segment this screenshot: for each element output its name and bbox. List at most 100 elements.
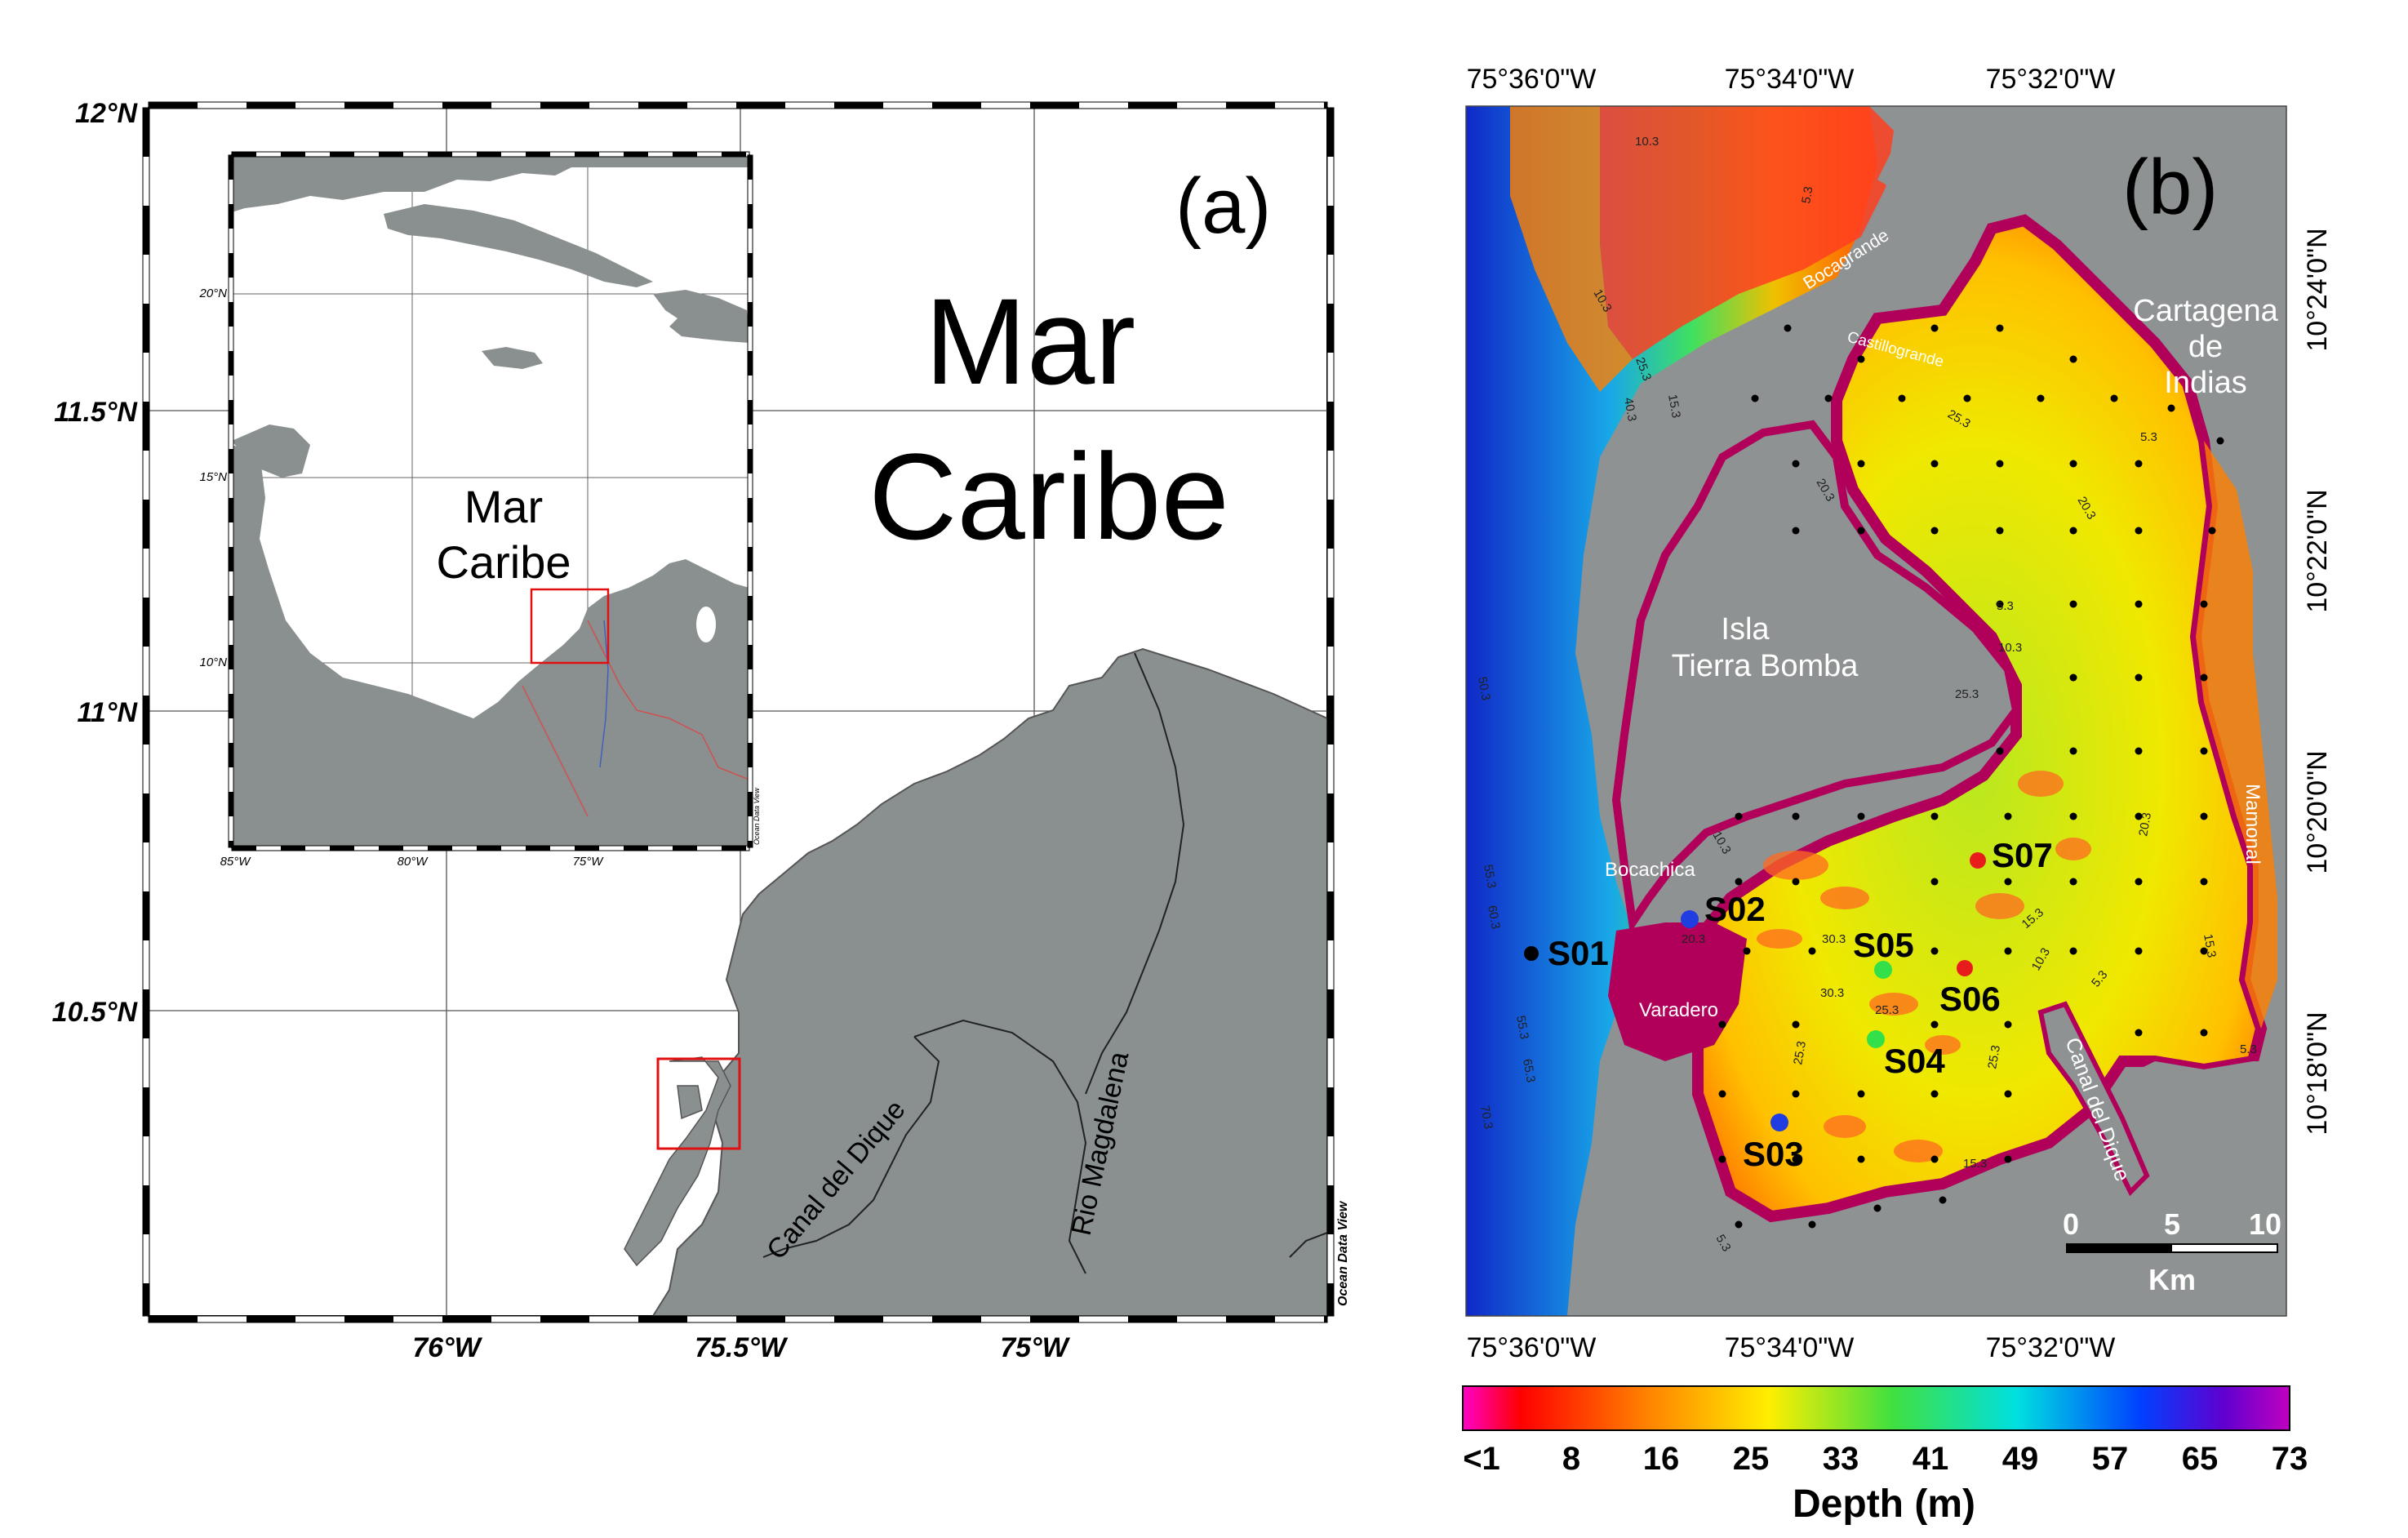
contour-label: 15.3 [1963, 1157, 1987, 1171]
inset-lon-tick-label: 85°W [220, 855, 252, 869]
station-marker-s05 [1874, 961, 1892, 979]
sample-point [2004, 947, 2012, 955]
inset-frame-tick [477, 846, 501, 851]
sample-point [2069, 600, 2077, 608]
contour-label: 25.3 [1791, 1040, 1809, 1066]
sample-point [1873, 1204, 1882, 1212]
inset-frame-tick [229, 596, 233, 620]
sample-point [1718, 1090, 1726, 1098]
lat-tick-label: 11.5°N [54, 397, 138, 428]
panel-b-bay [1683, 214, 2268, 1223]
colorbar-tick: 65 [2182, 1441, 2219, 1477]
inset-frame-tick [748, 792, 753, 816]
frame-tick [143, 1185, 149, 1234]
sample-point [1930, 1155, 1939, 1163]
frame-tick [143, 891, 149, 940]
station-marker-s02 [1681, 910, 1699, 928]
sample-point [2200, 878, 2208, 886]
inset-lat-tick-label: 20°N [198, 287, 227, 300]
contour-label: 10.3 [1635, 135, 1659, 149]
frame-tick [143, 696, 149, 745]
scale-bar-tick: 5 [2164, 1207, 2180, 1241]
inset-frame-tick [229, 351, 233, 376]
sample-point [2069, 878, 2077, 886]
sample-point [1930, 1090, 1939, 1098]
panel-b-sample-grid [1718, 324, 2224, 1229]
frame-tick [247, 102, 295, 109]
frame-tick [1327, 989, 1334, 1038]
lat-tick-right: 10°20'0"N [2302, 750, 2333, 873]
panel-a-island [624, 1056, 731, 1267]
inset-frame-tick [748, 596, 753, 620]
inset-frame-tick [748, 351, 753, 376]
sample-point [1718, 1155, 1726, 1163]
inset-sea-label-line1: Mar [464, 481, 543, 532]
inset-lon-tick-label: 75°W [573, 855, 605, 869]
sample-point [1784, 324, 1792, 332]
frame-tick [834, 1316, 883, 1322]
panel-a-letter: (a) [1175, 162, 1271, 250]
sample-point [2200, 947, 2208, 955]
place-isla-line1: Isla [1721, 612, 1770, 647]
contour-label: 50.3 [1475, 676, 1493, 702]
contour-label: 25.3 [1875, 1003, 1899, 1017]
inset-land-north-america [232, 155, 749, 212]
sample-point [1939, 1196, 1947, 1204]
place-cartagena-line1: Cartagena [2133, 294, 2278, 328]
inset-frame-tick [229, 547, 233, 571]
sample-point [1808, 947, 1816, 955]
contour-label: 55.3 [1481, 864, 1499, 890]
sample-point [1930, 460, 1939, 468]
panel-a-frame [142, 101, 1335, 1323]
frame-tick [143, 206, 149, 255]
inset-frame-tick [229, 792, 233, 816]
inset-frame-tick [428, 152, 452, 157]
lat-tick-label: 11°N [78, 697, 139, 728]
frame-tick [1327, 500, 1334, 549]
sample-point [2135, 673, 2143, 682]
sample-point [1930, 947, 1939, 955]
sample-point [1996, 460, 2004, 468]
sample-point [1824, 394, 1833, 402]
sample-point [2135, 1029, 2143, 1037]
frame-tick [1128, 102, 1177, 109]
sample-point [1857, 460, 1865, 468]
sample-point [1963, 394, 1971, 402]
lon-tick-bottom: 75°34'0"W [1725, 1332, 1855, 1363]
inset-frame-tick [722, 152, 746, 157]
inset-frame-tick [229, 841, 233, 847]
frame-tick [442, 1316, 491, 1322]
sample-point [1996, 600, 2004, 608]
inset-frame-tick [229, 155, 233, 180]
sample-point [1996, 527, 2004, 535]
frame-tick [932, 1316, 981, 1322]
contour-label: 5.3 [2240, 1042, 2257, 1056]
sample-point [2135, 878, 2143, 886]
inset-frame-tick [673, 152, 697, 157]
contour-label: 25.3 [1985, 1044, 2003, 1070]
panel-a-sea-label-line1: Mar [925, 273, 1135, 410]
inset-frame-tick [379, 846, 403, 851]
inset-frame-tick [748, 841, 753, 847]
sample-point [1792, 1155, 1800, 1163]
frame-tick [1327, 1185, 1334, 1234]
contour-label: 70.3 [1477, 1105, 1495, 1131]
inset-frame-tick [748, 302, 753, 327]
inset-land-cuba [384, 204, 653, 287]
sample-point [1857, 527, 1865, 535]
inset-frame-tick [330, 152, 354, 157]
lon-tick-label: 75°W [1000, 1332, 1070, 1363]
sample-point [1930, 878, 1939, 886]
frame-tick [143, 1087, 149, 1136]
sample-point [1930, 812, 1939, 820]
sample-point [1930, 324, 1939, 332]
place-cartagena-line3: Indias [2164, 366, 2246, 400]
frame-tick [1327, 1283, 1334, 1316]
sample-point [2004, 812, 2012, 820]
sample-point [2069, 355, 2077, 363]
contour-label: 30.3 [1820, 986, 1844, 1000]
sample-point [1808, 1220, 1816, 1229]
depth-colorbar: <1 8 16 25 33 41 49 57 65 73 Depth (m) [1462, 1385, 2308, 1526]
inset-frame-tick [748, 645, 753, 669]
sample-point [2110, 394, 2118, 402]
